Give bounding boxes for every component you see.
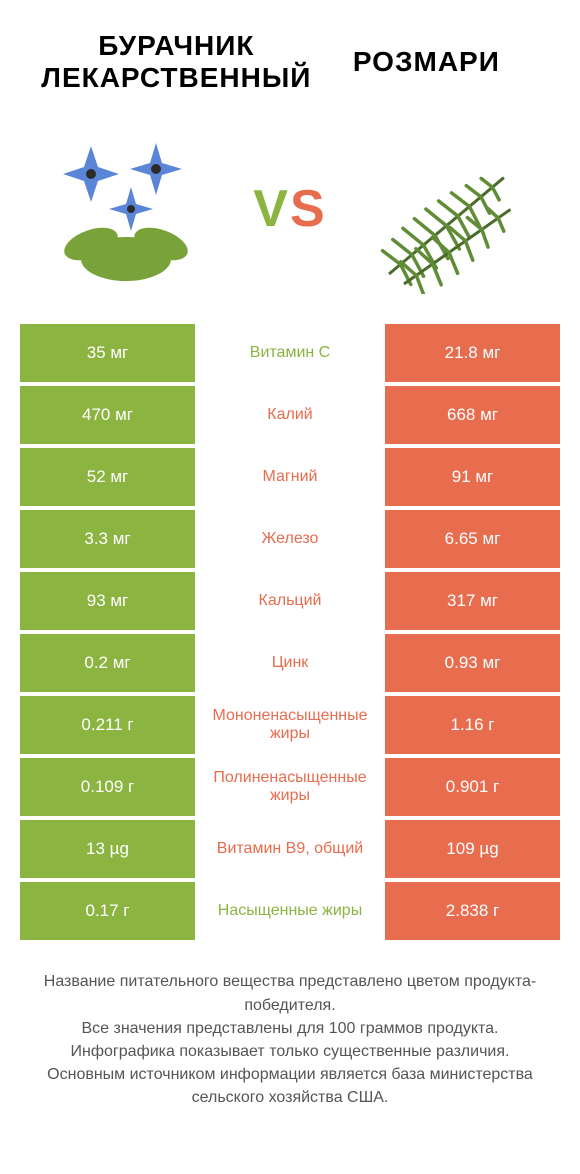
table-row: 13 µgВитамин B9, общий109 µg — [20, 820, 560, 878]
comparison-table: 35 мгВитамин C21.8 мг470 мгКалий668 мг52… — [20, 324, 560, 940]
borage-illustration — [41, 124, 211, 294]
footnote: Название питательного вещества представл… — [30, 970, 550, 1109]
footnote-line: Название питательного вещества представл… — [30, 970, 550, 1016]
value-left: 35 мг — [20, 324, 195, 382]
value-left: 93 мг — [20, 572, 195, 630]
value-left: 0.109 г — [20, 758, 195, 816]
product-title-right: РОЗМАРИ — [313, 46, 540, 78]
footnote-line: Все значения представлены для 100 граммо… — [30, 1017, 550, 1040]
images-row: VS — [0, 104, 580, 324]
nutrient-label: Калий — [195, 386, 385, 444]
value-left: 0.17 г — [20, 882, 195, 940]
value-right: 0.93 мг — [385, 634, 560, 692]
value-right: 317 мг — [385, 572, 560, 630]
nutrient-label: Кальций — [195, 572, 385, 630]
rosemary-illustration — [369, 124, 539, 294]
product-title-left: БУРАЧНИК ЛЕКАРСТВЕННЫЙ — [40, 30, 313, 94]
value-right: 0.901 г — [385, 758, 560, 816]
value-left: 470 мг — [20, 386, 195, 444]
value-right: 109 µg — [385, 820, 560, 878]
value-left: 0.211 г — [20, 696, 195, 754]
nutrient-label: Мононенасыщенные жиры — [195, 696, 385, 754]
nutrient-label: Витамин C — [195, 324, 385, 382]
table-row: 52 мгМагний91 мг — [20, 448, 560, 506]
nutrient-label: Витамин B9, общий — [195, 820, 385, 878]
table-row: 3.3 мгЖелезо6.65 мг — [20, 510, 560, 568]
nutrient-label: Железо — [195, 510, 385, 568]
value-left: 13 µg — [20, 820, 195, 878]
value-left: 0.2 мг — [20, 634, 195, 692]
nutrient-label: Полиненасыщенные жиры — [195, 758, 385, 816]
footnote-line: Инфографика показывает только существенн… — [30, 1040, 550, 1063]
value-right: 21.8 мг — [385, 324, 560, 382]
nutrient-label: Магний — [195, 448, 385, 506]
value-right: 6.65 мг — [385, 510, 560, 568]
footnote-line: Основным источником информации является … — [30, 1063, 550, 1109]
nutrient-label: Цинк — [195, 634, 385, 692]
table-row: 0.2 мгЦинк0.93 мг — [20, 634, 560, 692]
header: БУРАЧНИК ЛЕКАРСТВЕННЫЙ РОЗМАРИ — [0, 0, 580, 104]
vs-v: V — [253, 180, 290, 238]
vs-label: VS — [253, 179, 326, 239]
table-row: 0.109 гПолиненасыщенные жиры0.901 г — [20, 758, 560, 816]
table-row: 470 мгКалий668 мг — [20, 386, 560, 444]
value-left: 3.3 мг — [20, 510, 195, 568]
table-row: 0.17 гНасыщенные жиры2.838 г — [20, 882, 560, 940]
value-right: 1.16 г — [385, 696, 560, 754]
table-row: 35 мгВитамин C21.8 мг — [20, 324, 560, 382]
table-row: 93 мгКальций317 мг — [20, 572, 560, 630]
table-row: 0.211 гМононенасыщенные жиры1.16 г — [20, 696, 560, 754]
value-right: 668 мг — [385, 386, 560, 444]
vs-s: S — [290, 180, 327, 238]
value-left: 52 мг — [20, 448, 195, 506]
value-right: 2.838 г — [385, 882, 560, 940]
value-right: 91 мг — [385, 448, 560, 506]
nutrient-label: Насыщенные жиры — [195, 882, 385, 940]
